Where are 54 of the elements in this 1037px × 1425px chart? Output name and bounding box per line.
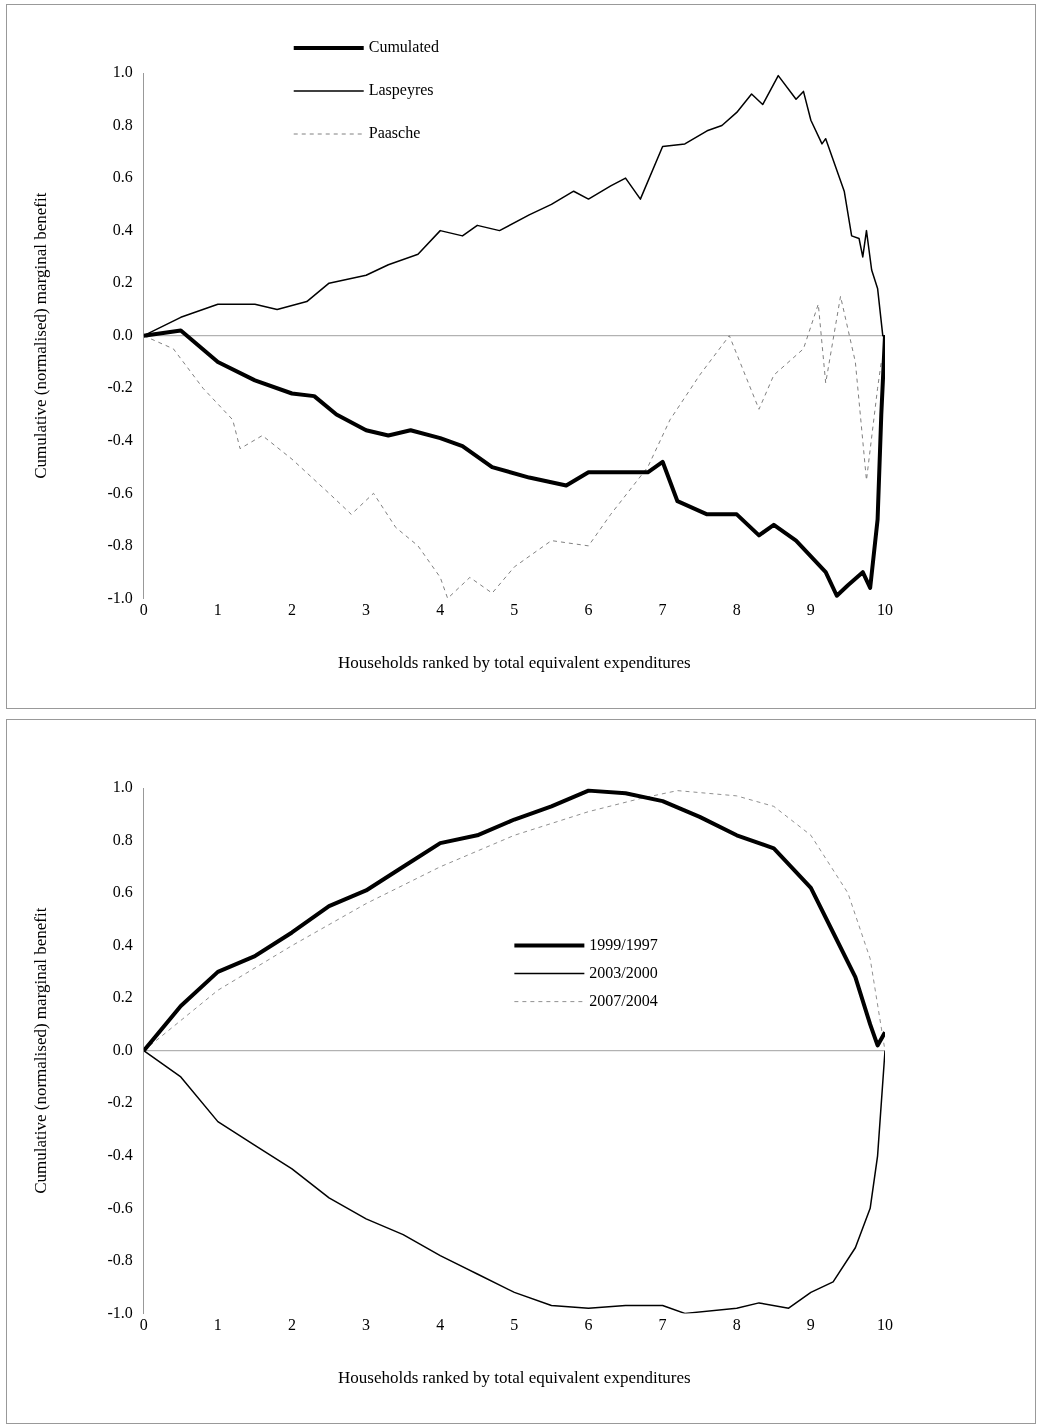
x-tick-label: 9: [806, 601, 815, 619]
y-tick-label: 1.0: [112, 63, 133, 81]
x-tick-label: 8: [732, 601, 741, 619]
y-tick-label: -0.4: [107, 430, 133, 448]
y-tick-label: 0.6: [112, 168, 133, 186]
y-tick-label: 1.0: [112, 778, 133, 796]
y-tick-label: -0.8: [107, 1251, 133, 1269]
y-tick-label: -0.4: [107, 1145, 133, 1163]
y-tick-label: 0.0: [112, 325, 133, 343]
y-tick-label: -1.0: [107, 588, 133, 606]
x-tick-label: 2: [287, 601, 296, 619]
x-tick-label: 7: [658, 601, 667, 619]
legend-label: 2007/2004: [589, 991, 658, 1009]
x-tick-label: 3: [362, 601, 371, 619]
x-axis-title: Households ranked by total equivalent expenditures: [338, 1368, 691, 1388]
x-tick-label: 10: [877, 1316, 893, 1334]
y-tick-label: 0.4: [112, 935, 133, 953]
legend-label: Cumulated: [368, 38, 439, 56]
legend-label: 2003/2000: [589, 963, 658, 981]
y-tick-label: -0.6: [107, 1198, 133, 1216]
y-tick-label: 0.0: [112, 1040, 133, 1058]
y-tick-label: 0.2: [112, 988, 133, 1006]
x-tick-label: 5: [510, 1316, 519, 1334]
y-tick-label: -0.6: [107, 483, 133, 501]
legend-label: Paasche: [368, 124, 421, 142]
y-axis-title: Cumulative (normalised) marginal benefit: [30, 907, 50, 1194]
y-tick-label: -0.8: [107, 536, 133, 554]
x-tick-label: 0: [139, 601, 148, 619]
x-tick-label: 5: [510, 601, 519, 619]
y-tick-label: 0.2: [112, 273, 133, 291]
x-tick-label: 8: [732, 1316, 741, 1334]
y-tick-label: 0.6: [112, 883, 133, 901]
legend-label: 1999/1997: [589, 935, 658, 953]
x-tick-label: 7: [658, 1316, 667, 1334]
x-tick-label: 4: [436, 601, 445, 619]
x-tick-label: 6: [584, 1316, 593, 1334]
x-tick-label: 6: [584, 601, 593, 619]
x-tick-label: 4: [436, 1316, 445, 1334]
y-tick-label: 0.8: [112, 115, 133, 133]
x-tick-label: 1: [213, 601, 222, 619]
y-axis-title: Cumulative (normalised) marginal benefit: [30, 192, 50, 479]
x-tick-label: 1: [213, 1316, 222, 1334]
x-axis-title: Households ranked by total equivalent expenditures: [338, 653, 691, 673]
y-tick-label: -0.2: [107, 1093, 133, 1111]
x-tick-label: 10: [877, 601, 893, 619]
x-tick-label: 3: [362, 1316, 371, 1334]
legend-label: Laspeyres: [368, 81, 434, 100]
y-tick-label: 0.4: [112, 220, 133, 238]
x-tick-label: 0: [139, 1316, 148, 1334]
y-tick-label: -0.2: [107, 378, 133, 396]
y-tick-label: 0.8: [112, 830, 133, 848]
x-tick-label: 9: [806, 1316, 815, 1334]
x-tick-label: 2: [287, 1316, 296, 1334]
y-tick-label: -1.0: [107, 1303, 133, 1321]
